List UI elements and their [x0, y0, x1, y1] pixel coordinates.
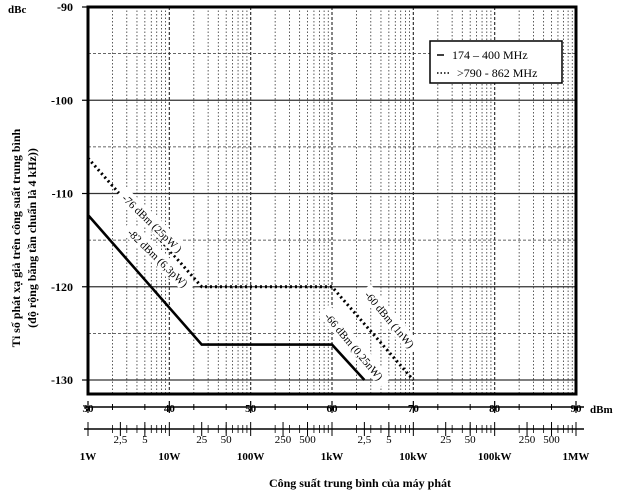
watt-tick-label: 250	[519, 434, 536, 446]
x-tick-label: 30	[83, 403, 95, 415]
plot-area: -76 dBm (25pW )-82 dBm (6,3pW)-60 dBm (1…	[86, 5, 578, 396]
y-tick-label: -120	[51, 280, 73, 294]
x-tick-label: 60	[327, 403, 339, 415]
watt-tick-label: 50	[221, 434, 233, 446]
y-tick-label: -100	[51, 93, 73, 107]
x-unit-label: dBm	[590, 404, 613, 416]
x-tick-label: 40	[164, 403, 176, 415]
y-tick-label: -90	[57, 0, 73, 14]
legend-label-1: 174 – 400 MHz	[452, 48, 528, 62]
watt-tick-label: 1W	[80, 451, 97, 463]
y-unit-label: dBc	[8, 4, 26, 16]
x-tick-label: 50	[245, 403, 257, 415]
watt-tick-label: 50	[465, 434, 477, 446]
watt-tick-label: 2,5	[113, 434, 127, 446]
x-tick-label: 80	[489, 403, 501, 415]
x-tick-label: 90	[571, 403, 583, 415]
watt-tick-label: 5	[386, 434, 392, 446]
legend: 174 – 400 MHz >790 - 862 MHz	[429, 40, 563, 84]
watt-tick-label: 25	[196, 434, 208, 446]
annotation-background	[120, 220, 196, 295]
x-tick-label: 70	[408, 403, 420, 415]
plot-frame	[86, 5, 578, 396]
watt-tick-label: 5	[142, 434, 148, 446]
watt-tick-label: 1MW	[563, 451, 590, 463]
x-axis: 30 40 50 60 70 80 90	[83, 401, 584, 415]
y-axis-title-line2: (độ rộng băng tần chuẩn là 4 kHz))	[25, 148, 39, 328]
x-axis-ticks: 30 40 50 60 70 80 90	[83, 401, 583, 415]
x-axis-title: Công suất trung bình của máy phát	[269, 476, 451, 490]
y-tick-label: -110	[52, 187, 73, 201]
watt-tick-label: 500	[299, 434, 316, 446]
watt-tick-label: 25	[440, 434, 452, 446]
y-tick-label: -130	[51, 373, 73, 387]
watt-tick-label: 2,5	[357, 434, 371, 446]
watt-tick-label: 100kW	[478, 451, 512, 463]
annotation-background	[359, 284, 422, 355]
watt-tick-label: 250	[275, 434, 292, 446]
series-line-1	[87, 214, 366, 381]
legend-box	[429, 40, 563, 84]
watt-tick-label: 100W	[237, 451, 265, 463]
watt-tick-label: 500	[543, 434, 560, 446]
watt-tick-label: 10kW	[399, 451, 427, 463]
y-axis-ticks: -90 -100 -110 -120 -130	[51, 0, 88, 387]
y-axis-title-line1: Tỉ số phát xạ giả trên công suất trung b…	[9, 128, 23, 347]
watt-tick-label: 10W	[158, 451, 180, 463]
legend-label-2: >790 - 862 MHz	[457, 66, 537, 80]
watt-tick-label: 1kW	[321, 451, 344, 463]
annotation-background	[115, 186, 191, 260]
annotation-background	[317, 304, 391, 388]
